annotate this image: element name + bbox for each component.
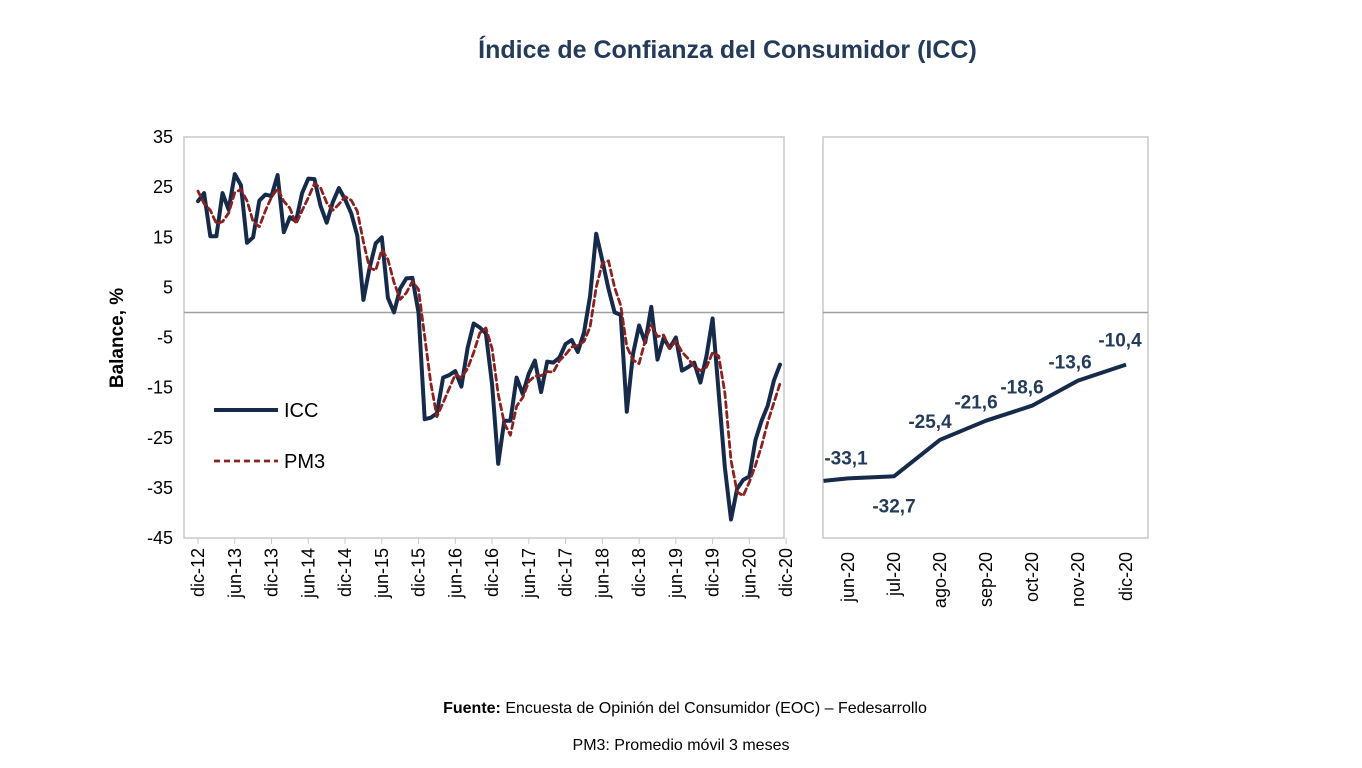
legend-pm3-label: PM3 [284, 451, 325, 473]
x-tick-label: dic-13 [262, 548, 282, 597]
y-tick-label: -15 [147, 378, 173, 398]
y-tick-label: -25 [147, 428, 173, 448]
y-axis-label: Balance, % [107, 288, 128, 388]
x-tick-label: jun-13 [225, 548, 245, 599]
data-label: -32,7 [872, 496, 915, 517]
main-chart-panel: 35 25 15 5 -5 -15 -25 -35 -45 dic-12 jun-13 dic-13 j… [147, 127, 796, 599]
data-label: -21,6 [954, 393, 997, 414]
source-label: Fuente: [443, 700, 501, 717]
chart-title: Índice de Confianza del Consumidor (ICC) [478, 36, 977, 64]
x-tick-label: jun-20 [838, 552, 858, 603]
y-tick-label: 25 [153, 177, 173, 197]
y-tick-label: -45 [147, 528, 173, 548]
plot-frame [822, 136, 1149, 539]
x-tick-label: jun-16 [445, 548, 465, 599]
x-tick-label: dic-12 [188, 548, 208, 597]
plot-frame [183, 136, 785, 539]
x-tick-label: dic-20 [776, 548, 796, 597]
x-tick-label: sep-20 [976, 552, 996, 607]
data-label: -18,6 [1000, 378, 1043, 399]
x-tick-label: jun-15 [372, 548, 392, 599]
x-tick-label: jun-20 [739, 548, 759, 599]
legend-icc-label: ICC [284, 400, 318, 422]
y-tick-label: -5 [157, 328, 173, 348]
data-label: -13,6 [1048, 353, 1091, 374]
y-tick-label: -35 [147, 478, 173, 498]
x-tick-label: dic-19 [703, 548, 723, 597]
data-label: -33,1 [824, 448, 868, 469]
y-tick-label: 35 [153, 127, 173, 147]
note-line: PM3: Promedio móvil 3 meses [572, 737, 790, 754]
x-tick-label: jun-14 [298, 548, 318, 599]
x-tick-label: jun-17 [519, 548, 539, 599]
x-tick-label: jul-20 [884, 552, 904, 597]
source-text: Encuesta de Opinión del Consumidor (EOC)… [505, 700, 927, 717]
x-tick-label: nov-20 [1068, 552, 1088, 607]
x-tick-label: dic-20 [1116, 552, 1136, 601]
x-tick-label: dic-18 [629, 548, 649, 597]
pm3-series-line [196, 182, 782, 498]
y-tick-label: 5 [163, 277, 173, 297]
x-tick-label: jun-19 [666, 548, 686, 599]
data-label: -10,4 [1098, 331, 1142, 352]
detail-chart-panel: jun-20 jul-20 ago-20 sep-20 oct-20 nov-20 dic-… [822, 136, 1149, 608]
x-tick-label: jun-18 [592, 548, 612, 599]
x-tick-label: ago-20 [930, 552, 950, 608]
x-tick-label: oct-20 [1022, 552, 1042, 602]
x-tick-label: dic-14 [335, 548, 355, 597]
x-tick-label: dic-16 [482, 548, 502, 597]
x-tick-label: dic-15 [409, 548, 429, 597]
source-line: Fuente: Encuesta de Opinión del Consumid… [0, 700, 1362, 718]
icc-detail-line [823, 362, 1127, 483]
y-tick-label: 15 [153, 227, 173, 247]
x-tick-label: dic-17 [556, 548, 576, 597]
data-label: -25,4 [908, 412, 952, 433]
